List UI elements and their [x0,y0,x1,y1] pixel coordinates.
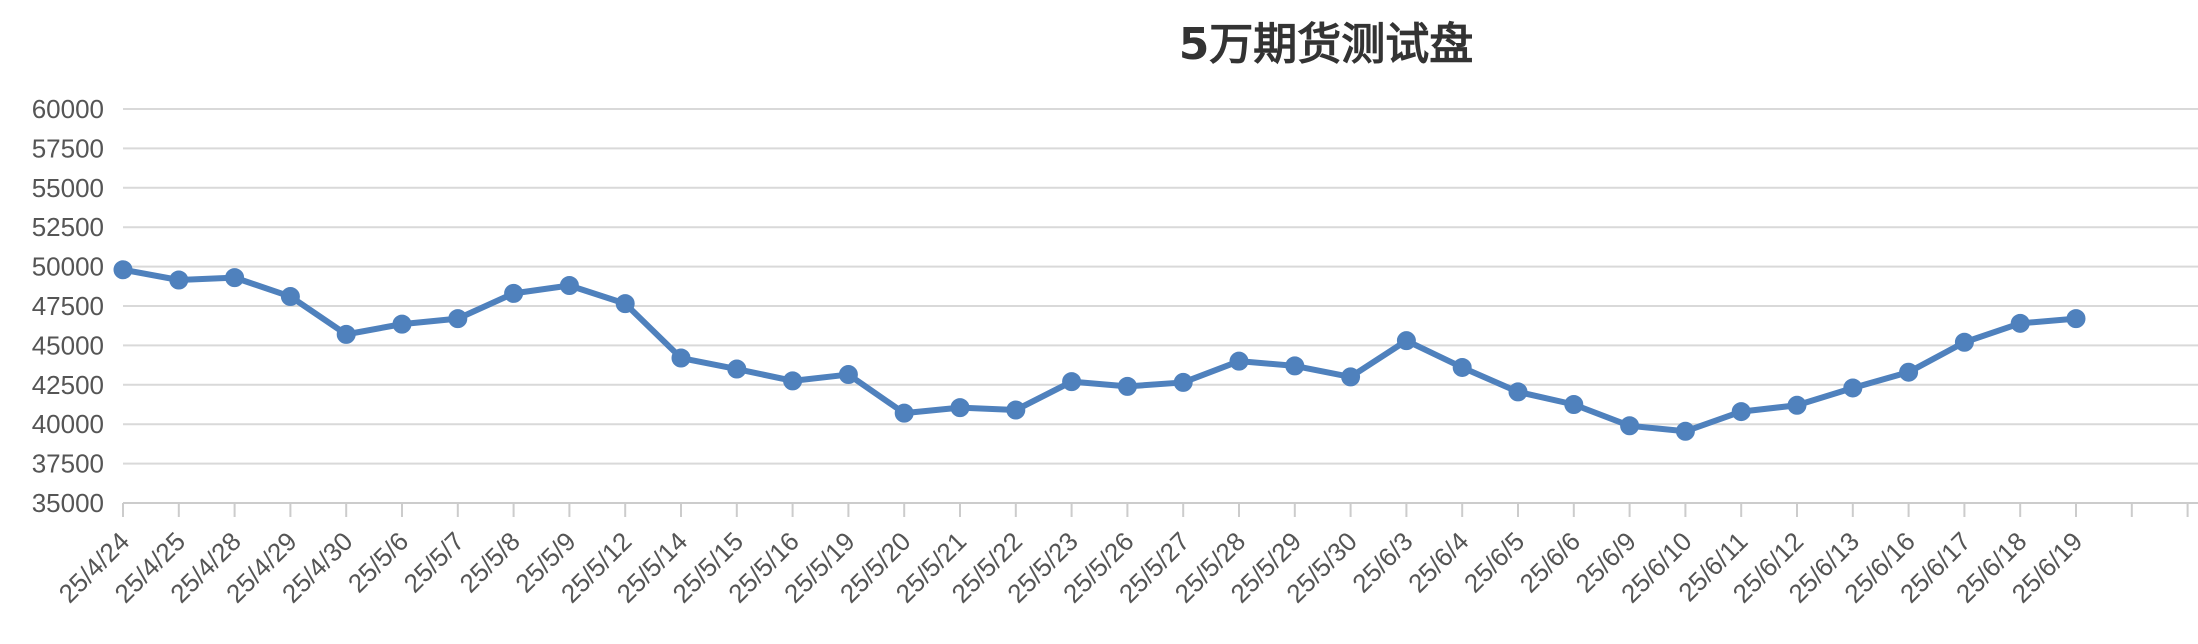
y-tick-label: 50000 [32,252,104,282]
series [113,260,2086,441]
data-point [1954,332,1974,352]
data-point [838,365,858,385]
y-tick-label: 37500 [32,449,104,479]
x-tick-label: 25/5/8 [454,526,526,598]
data-point [504,283,524,303]
data-point [2066,309,2086,329]
data-point [1620,416,1640,436]
data-point [2010,313,2030,333]
data-point [448,309,468,329]
data-point [671,348,691,368]
data-point [1675,421,1695,441]
series-line [120,266,2079,435]
y-tick-label: 55000 [32,173,104,203]
y-tick-label: 42500 [32,370,104,400]
data-point [615,294,635,314]
y-tick-label: 60000 [32,94,104,124]
data-point [1396,331,1416,351]
x-tick-label: 25/5/6 [342,526,414,598]
data-point [1062,372,1082,392]
data-point [1006,400,1026,420]
data-point [1508,382,1528,402]
data-point [1731,402,1751,422]
data-point [336,324,356,344]
y-tick-label: 40000 [32,409,104,439]
data-point [1564,395,1584,414]
data-point [1899,362,1919,382]
y-tick-label: 52500 [32,212,104,242]
x-tick-label: 25/6/3 [1346,526,1418,598]
data-point [1117,376,1137,396]
y-tick-label: 35000 [32,488,104,518]
data-point [727,359,747,379]
data-point [1843,378,1863,398]
data-point [894,403,914,423]
data-point [1787,395,1807,415]
data-point [280,287,300,307]
gridlines [123,108,2198,504]
data-point [559,276,579,296]
chart-title: 5万期货测试盘 [1178,19,1474,70]
y-tick-label: 57500 [32,133,104,163]
data-point [1341,367,1361,387]
y-tick-label: 45000 [32,330,104,360]
x-axis: 25/4/2425/4/2525/4/2825/4/2925/4/3025/5/… [53,502,2198,609]
data-point [225,268,245,288]
data-point [169,270,189,290]
x-tick-label: 25/6/5 [1458,526,1530,598]
y-axis: 35000 37500 40000 42500 45000 47500 50000 52500… [32,94,104,518]
data-point [1285,356,1305,376]
x-tick-label: 25/5/7 [398,526,470,598]
data-point [1173,372,1193,392]
data-point [1229,351,1249,371]
data-point [783,371,803,391]
x-tick-label: 25/6/4 [1402,526,1474,598]
y-tick-label: 47500 [32,291,104,321]
data-point [113,260,133,280]
data-point [950,398,970,418]
data-point [1452,357,1472,377]
x-tick-label: 25/6/6 [1514,526,1586,598]
data-point [392,314,412,334]
